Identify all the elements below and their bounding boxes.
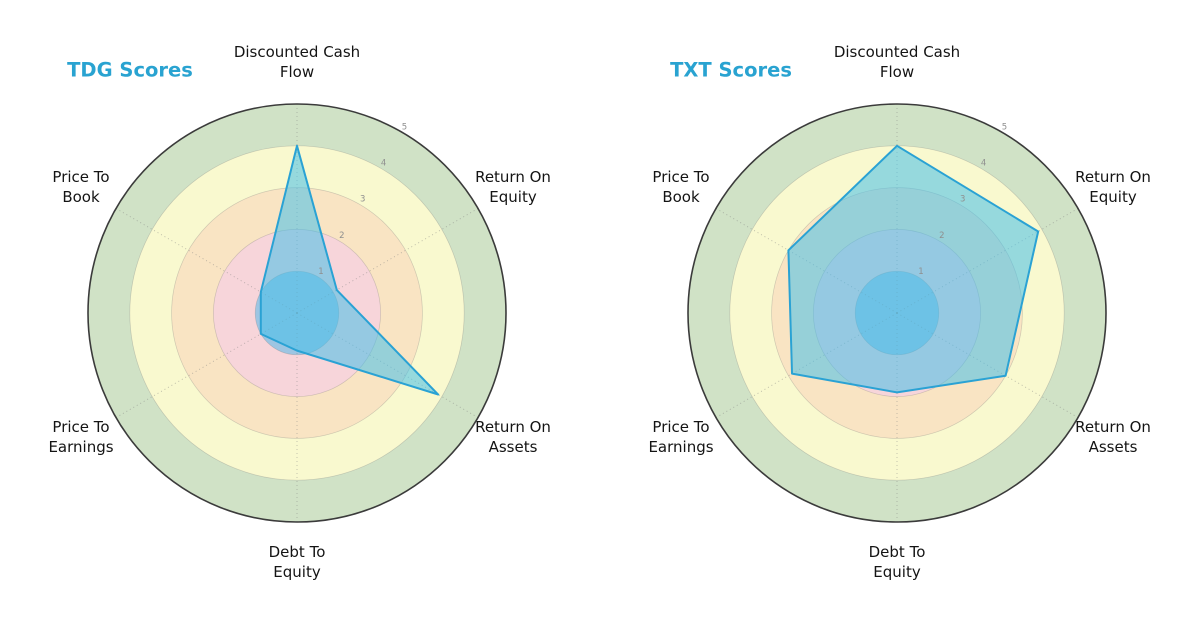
axis-label-debt-to-equity: Debt To Equity [268, 543, 326, 581]
axis-label-debt-to-equity: Debt To Equity [868, 543, 926, 581]
grid-spoke [115, 312, 298, 418]
outer-edge [87, 103, 507, 523]
axis-label-return-on-assets: Return On Assets [475, 418, 551, 456]
radial-tick-label: 5 [402, 122, 407, 132]
chart-title-txt: TXT Scores [670, 58, 792, 82]
outer-edge [687, 103, 1107, 523]
radial-tick-label: 1 [918, 267, 923, 277]
axis-label-return-on-assets: Return On Assets [1075, 418, 1151, 456]
radar-chart-txt: 1 2 3 4 5 [687, 103, 1107, 523]
radial-tick-label: 3 [960, 195, 965, 205]
axis-label-price-to-earnings: Price To Earnings [648, 418, 714, 456]
axis-label-price-to-earnings: Price To Earnings [48, 418, 114, 456]
data-polygon [259, 144, 440, 396]
axis-label-discounted-cash-flow: Discounted Cash Flow [233, 43, 361, 81]
axis-label-discounted-cash-flow: Discounted Cash Flow [833, 43, 961, 81]
radial-tick-label: 4 [981, 159, 986, 169]
radial-tick-label: 2 [939, 231, 944, 241]
chart-title-tdg: TDG Scores [67, 58, 193, 82]
grid-spoke [115, 208, 298, 314]
radial-tick-label: 3 [360, 195, 365, 205]
radial-tick-label: 4 [381, 159, 386, 169]
axis-label-price-to-book: Price To Book [652, 168, 710, 206]
radar-chart-tdg: 1 2 3 4 5 [87, 103, 507, 523]
radial-tick-label: 1 [318, 267, 323, 277]
axis-label-price-to-book: Price To Book [52, 168, 110, 206]
radial-tick-label: 2 [339, 231, 344, 241]
axis-label-return-on-equity: Return On Equity [1075, 168, 1151, 206]
data-polygon [787, 144, 1040, 394]
radial-tick-label: 5 [1002, 122, 1007, 132]
axis-label-return-on-equity: Return On Equity [475, 168, 551, 206]
grid-spoke [296, 208, 479, 314]
